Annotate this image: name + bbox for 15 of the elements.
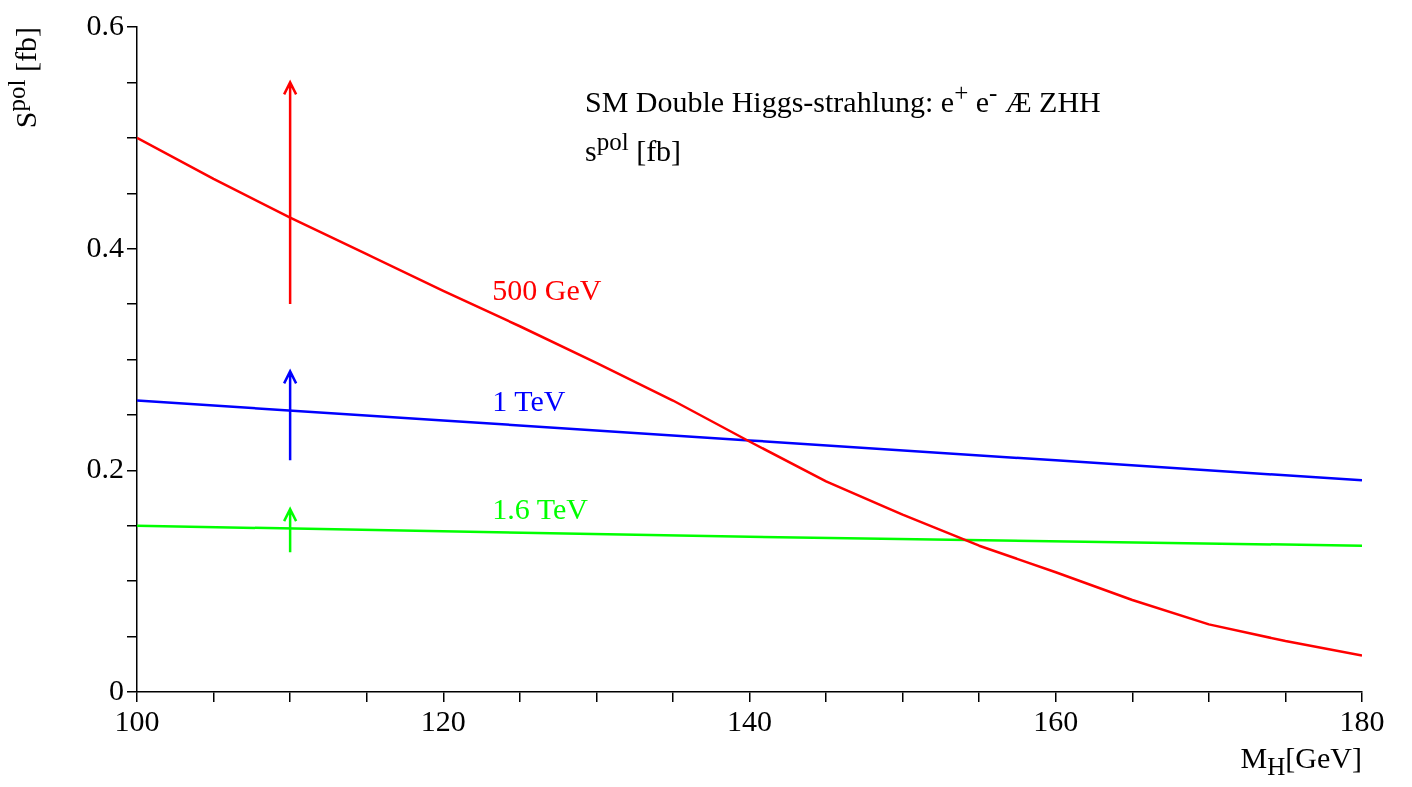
x-tick-label: 160 bbox=[1033, 703, 1079, 737]
annotation: SM Double Higgs-strahlung: e$^{+}$ e$^{-}$ Æ ZHH bbox=[585, 78, 1101, 120]
y-tick-label: 0.6 bbox=[86, 7, 124, 41]
annotation: s$^{pol}$ [fb] bbox=[585, 126, 683, 169]
y-tick-label: 0.2 bbox=[86, 451, 124, 485]
x-tick-label: 120 bbox=[420, 703, 466, 737]
y-tick-label: 0 bbox=[109, 672, 124, 706]
y-tick-label: 0.4 bbox=[86, 229, 124, 263]
series-label: 500 GeV bbox=[492, 273, 602, 307]
x-tick-label: 140 bbox=[727, 703, 772, 737]
series-label: 1 TeV bbox=[492, 383, 566, 417]
series-label: 1.6 TeV bbox=[492, 492, 589, 526]
x-tick-label: 100 bbox=[114, 703, 160, 737]
x-axis-title: M$_{H}$[GeV] bbox=[1240, 741, 1362, 780]
x-tick-label: 180 bbox=[1339, 703, 1385, 737]
